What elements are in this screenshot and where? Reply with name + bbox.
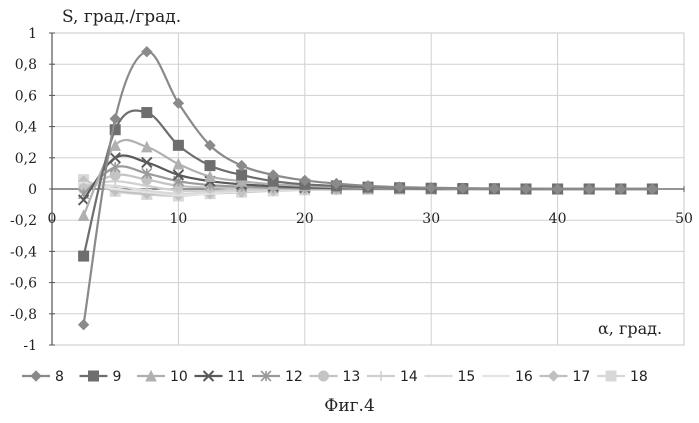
legend-label: 9	[113, 369, 122, 385]
x-tick-label: 30	[422, 211, 440, 227]
x-tick-label: 0	[48, 211, 57, 227]
legend-label: 11	[228, 369, 246, 385]
x-tick-label: 10	[169, 211, 187, 227]
legend-item-18: 18	[597, 369, 648, 385]
legend-item-8: 8	[22, 369, 64, 385]
legend-marker	[319, 371, 329, 381]
legend-item-10: 10	[137, 369, 188, 385]
legend-label: 12	[285, 369, 303, 385]
data-point	[142, 142, 152, 152]
x-tick-label: 50	[675, 211, 693, 227]
legend-label: 13	[343, 369, 361, 385]
y-tick-label: -0,2	[10, 213, 37, 229]
legend-marker	[376, 371, 386, 381]
legend-item-16: 16	[482, 369, 533, 385]
legend: 8 9 10 11 12 13 14 15 16 17 18	[22, 369, 648, 385]
legend-label: 15	[458, 369, 476, 385]
y-tick-label: -0,4	[10, 244, 37, 260]
x-tick-label: 40	[549, 211, 567, 227]
y-tick-label: -0,6	[10, 276, 37, 292]
legend-marker	[31, 371, 41, 381]
data-point	[142, 108, 152, 118]
y-tick-label: 0	[28, 182, 37, 198]
legend-label: 10	[170, 369, 188, 385]
series-line-10	[84, 140, 653, 216]
y-tick-label: 0,2	[15, 151, 37, 167]
data-point	[142, 47, 152, 57]
legend-label: 18	[630, 369, 648, 385]
y-tick-label: 0,4	[15, 120, 37, 136]
y-tick-label: 1	[28, 26, 37, 42]
figure-caption: Фиг.4	[0, 396, 699, 416]
legend-item-13: 13	[310, 369, 361, 385]
legend-label: 16	[515, 369, 533, 385]
data-point	[237, 161, 247, 171]
legend-item-17: 17	[540, 369, 591, 385]
legend-label: 17	[573, 369, 591, 385]
y-tick-label: -1	[23, 338, 37, 354]
legend-label: 14	[400, 369, 418, 385]
data-point	[79, 320, 89, 330]
legend-item-9: 9	[80, 369, 122, 385]
data-point	[79, 211, 89, 221]
legend-label: 8	[55, 369, 64, 385]
data-point	[173, 140, 183, 150]
legend-item-11: 11	[195, 369, 246, 385]
series-layer	[79, 47, 658, 330]
legend-marker	[89, 371, 99, 381]
legend-marker	[606, 371, 616, 381]
data-point	[237, 170, 247, 180]
data-point	[173, 159, 183, 169]
data-point	[79, 251, 89, 261]
x-tick-label: 20	[296, 211, 314, 227]
data-point	[205, 161, 215, 171]
y-tick-label: -0,8	[10, 307, 37, 323]
y-tick-label: 0,8	[15, 57, 37, 73]
legend-marker	[549, 371, 559, 381]
y-axis-label: S, град./град.	[62, 7, 181, 27]
y-tick-label: 0,6	[15, 88, 37, 104]
legend-item-14: 14	[367, 369, 418, 385]
legend-item-15: 15	[425, 369, 476, 385]
legend-item-12: 12	[252, 369, 303, 385]
x-axis-label: α, град.	[598, 319, 662, 338]
